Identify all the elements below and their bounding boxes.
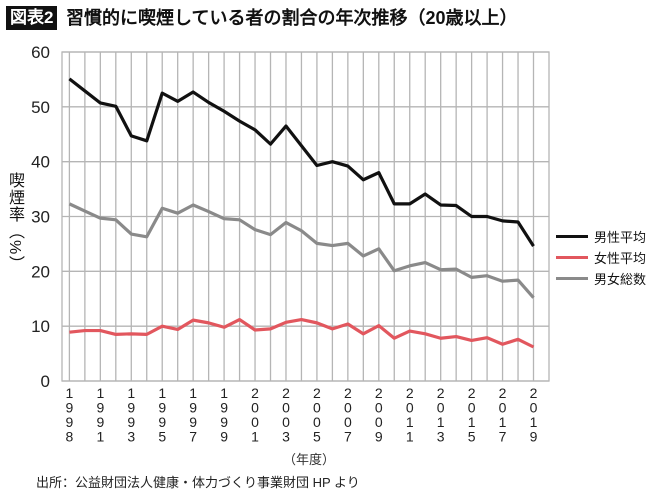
legend-label: 男性平均: [594, 230, 647, 245]
legend-swatch: [556, 256, 588, 259]
legend-swatch: [556, 235, 588, 238]
legend-label: 男女総数: [594, 272, 647, 287]
chart-title: 習慣的に喫煙している者の割合の年次推移（20歳以上）: [66, 8, 518, 28]
x-axis-label: （年度）: [283, 452, 336, 467]
legend-item-male: 男性平均: [556, 226, 646, 247]
source-note: 出所：公益財団法人健康・体力づくり事業財団 HP より: [36, 475, 360, 490]
legend-swatch: [556, 277, 588, 280]
legend: 男性平均 女性平均 男女総数: [556, 226, 646, 289]
y-tick-label: 0: [41, 372, 50, 391]
y-tick-label: 10: [31, 317, 50, 336]
y-axis-label: 喫煙率（%）: [6, 172, 23, 273]
plot-frame: [61, 51, 550, 382]
y-tick-label: 60: [31, 43, 50, 62]
y-tick-label: 20: [31, 262, 50, 281]
y-tick-label: 40: [31, 153, 50, 172]
legend-item-female: 女性平均: [556, 247, 646, 268]
y-tick-label: 30: [31, 208, 50, 227]
figure-badge: 図表2: [6, 6, 58, 30]
legend-item-total: 男女総数: [556, 268, 646, 289]
legend-label: 女性平均: [594, 251, 647, 266]
y-tick-label: 50: [31, 98, 50, 117]
